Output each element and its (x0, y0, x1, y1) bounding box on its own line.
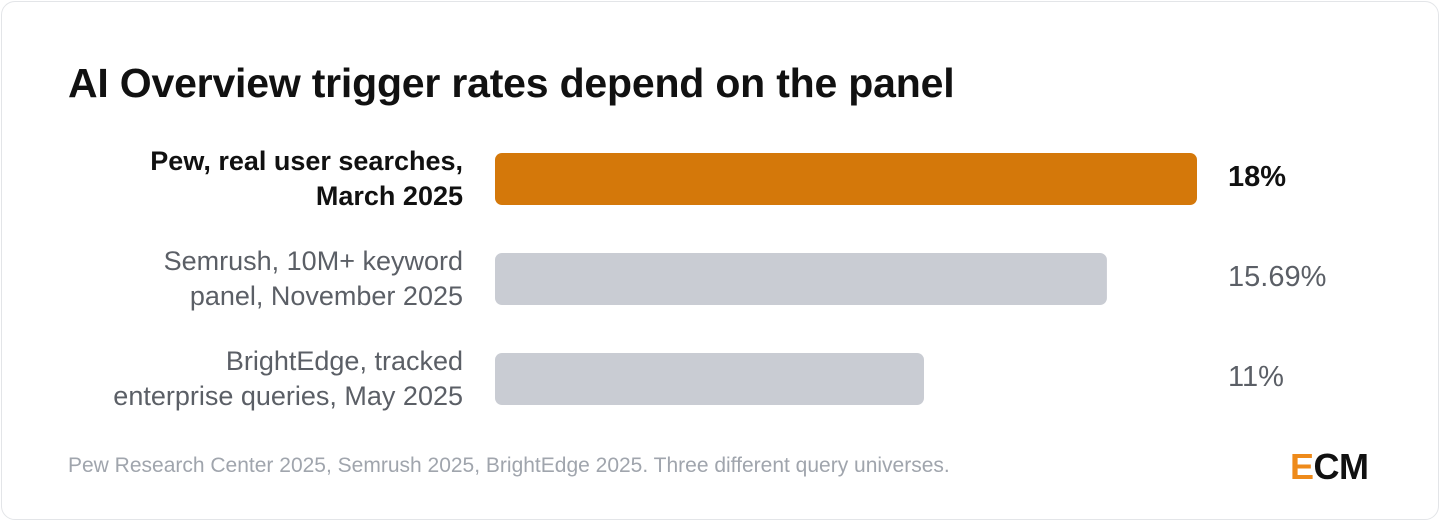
category-label-line: Semrush, 10M+ keyword (163, 246, 463, 276)
category-label-line: BrightEdge, tracked (225, 346, 463, 376)
value-label-1: 15.69% (1228, 261, 1327, 293)
category-label-line: Pew, real user searches, (150, 146, 463, 176)
category-label-line: enterprise queries, May 2025 (113, 381, 463, 411)
value-label-2: 11% (1228, 361, 1284, 393)
source-note: Pew Research Center 2025, Semrush 2025, … (68, 454, 950, 477)
category-label-1: Semrush, 10M+ keyword panel, November 202… (23, 244, 463, 314)
bar-2 (495, 353, 924, 405)
chart-title: AI Overview trigger rates depend on the … (68, 60, 955, 106)
value-label-0: 18% (1228, 161, 1287, 193)
category-label-line: March 2025 (315, 181, 463, 211)
brand-logo: ECM (1290, 446, 1369, 487)
bar-1 (495, 253, 1107, 305)
category-label-0: Pew, real user searches, March 2025 (23, 144, 463, 214)
bar-0 (495, 153, 1197, 205)
category-label-line: panel, November 2025 (189, 281, 463, 311)
category-label-2: BrightEdge, tracked enterprise queries, M… (23, 344, 463, 414)
